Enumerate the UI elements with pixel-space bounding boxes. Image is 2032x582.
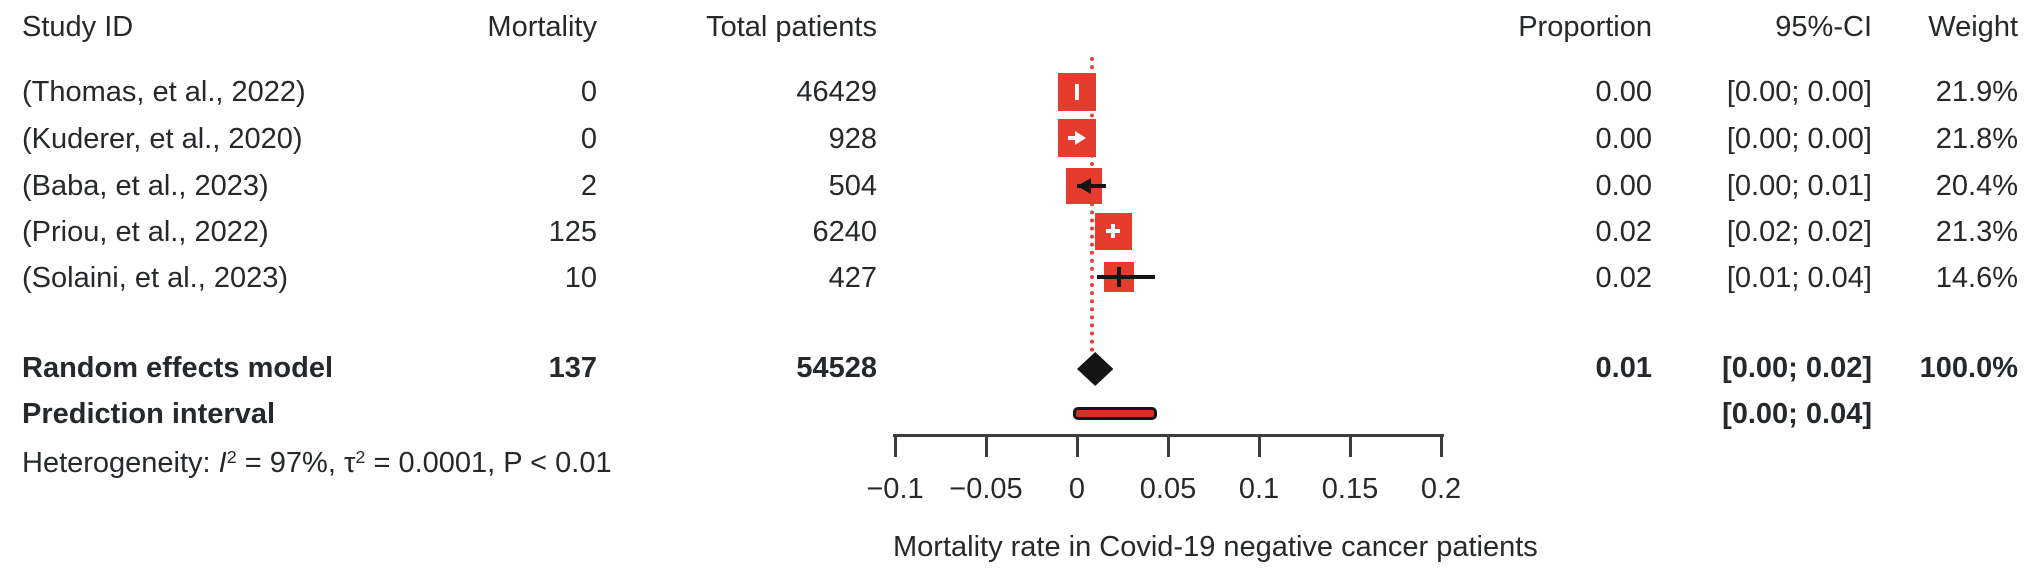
table-row-study-id: (Thomas, et al., 2022) (22, 76, 306, 108)
table-row-mortality: 0 (580, 123, 597, 155)
table-row-proportion: 0.02 (1595, 262, 1652, 294)
summary-row-total: 54528 (796, 352, 877, 384)
col-header-study-id: Study ID (22, 11, 134, 43)
table-row-mortality: 10 (564, 262, 597, 294)
white-vbar-icon (1075, 84, 1079, 100)
white-arrow-right-icon (1075, 131, 1086, 145)
table-row-weight: 20.4% (1935, 170, 2018, 202)
col-header-proportion: Proportion (1518, 11, 1652, 43)
table-row-weight: 14.6% (1935, 262, 2018, 294)
table-row-total: 46429 (796, 76, 877, 108)
table-row-total: 6240 (812, 216, 877, 248)
prediction-interval-ci: [0.00; 0.04] (1722, 398, 1872, 430)
table-row-total: 427 (828, 262, 877, 294)
table-row-mortality: 2 (580, 170, 597, 202)
table-row-study-id: (Baba, et al., 2023) (22, 170, 269, 202)
ci-whisker-line (1097, 275, 1155, 279)
table-row-ci: [0.00; 0.00] (1726, 76, 1872, 108)
het-i-symbol: I (218, 447, 227, 479)
table-row-proportion: 0.00 (1595, 76, 1652, 108)
x-tick-label: 0.15 (1321, 473, 1379, 505)
x-tick-label: −0.1 (866, 473, 924, 505)
prediction-interval-label: Prediction interval (22, 398, 276, 430)
x-axis-tick (985, 434, 988, 457)
table-row-total: 504 (828, 170, 877, 202)
het-prefix: Heterogeneity: (22, 447, 219, 479)
table-row-weight: 21.3% (1935, 216, 2018, 248)
x-axis-caption: Mortality rate in Covid-19 negative canc… (893, 531, 1538, 563)
white-plus-icon (1106, 229, 1121, 233)
summary-row-mortality: 137 (548, 352, 597, 384)
prediction-interval-bar (1073, 407, 1157, 420)
black-vbar-icon (1116, 267, 1121, 287)
x-tick-label: 0.2 (1420, 473, 1462, 505)
table-row-study-id: (Kuderer, et al., 2020) (22, 123, 303, 155)
x-tick-label: −0.05 (949, 473, 1023, 505)
table-row-ci: [0.00; 0.01] (1726, 170, 1872, 202)
black-arrow-left-icon (1077, 178, 1091, 194)
x-axis-tick (1167, 434, 1170, 457)
col-header-total-patients: Total patients (706, 11, 877, 43)
table-row-study-id: (Solaini, et al., 2023) (22, 262, 288, 294)
x-tick-label: 0.05 (1139, 473, 1197, 505)
het-p-value: P < 0.01 (503, 447, 612, 479)
col-header-ci: 95%-CI (1775, 11, 1872, 43)
summary-row-label: Random effects model (22, 352, 333, 384)
summary-row-proportion: 0.01 (1595, 352, 1652, 384)
table-row-ci: [0.01; 0.04] (1726, 262, 1872, 294)
het-i-value: = 97%, (236, 447, 344, 479)
table-row-ci: [0.02; 0.02] (1726, 216, 1872, 248)
table-row-proportion: 0.00 (1595, 170, 1652, 202)
col-header-weight: Weight (1928, 11, 2018, 43)
het-tau-sup: 2 (355, 447, 366, 468)
heterogeneity-stats: Heterogeneity: I2 = 97%, τ2 = 0.0001, P … (22, 445, 612, 481)
x-axis-tick (1349, 434, 1352, 457)
pooled-estimate-reference-line (1089, 57, 1094, 352)
summary-row-weight: 100.0% (1919, 352, 2018, 384)
table-row-mortality: 0 (580, 76, 597, 108)
table-row-ci: [0.00; 0.00] (1726, 123, 1872, 155)
summary-row-ci: [0.00; 0.02] (1722, 352, 1872, 384)
het-i-sup: 2 (226, 447, 237, 468)
col-header-mortality: Mortality (487, 11, 597, 43)
x-axis-tick (1440, 434, 1443, 457)
het-tau-value: = 0.0001, (365, 447, 504, 479)
white-arrow-right-icon (1068, 136, 1075, 140)
x-axis-tick (1076, 434, 1079, 457)
x-tick-label: 0 (1068, 473, 1086, 505)
pooled-diamond (1077, 352, 1114, 386)
ci-whisker-line (1077, 184, 1106, 188)
het-tau-symbol: τ (343, 447, 356, 479)
table-row-study-id: (Priou, et al., 2022) (22, 216, 269, 248)
table-row-proportion: 0.00 (1595, 123, 1652, 155)
x-axis-tick (894, 434, 897, 457)
x-axis-tick (1258, 434, 1261, 457)
table-row-total: 928 (828, 123, 877, 155)
table-row-weight: 21.8% (1935, 123, 2018, 155)
table-row-mortality: 125 (548, 216, 597, 248)
table-row-proportion: 0.02 (1595, 216, 1652, 248)
table-row-weight: 21.9% (1935, 76, 2018, 108)
x-tick-label: 0.1 (1238, 473, 1280, 505)
